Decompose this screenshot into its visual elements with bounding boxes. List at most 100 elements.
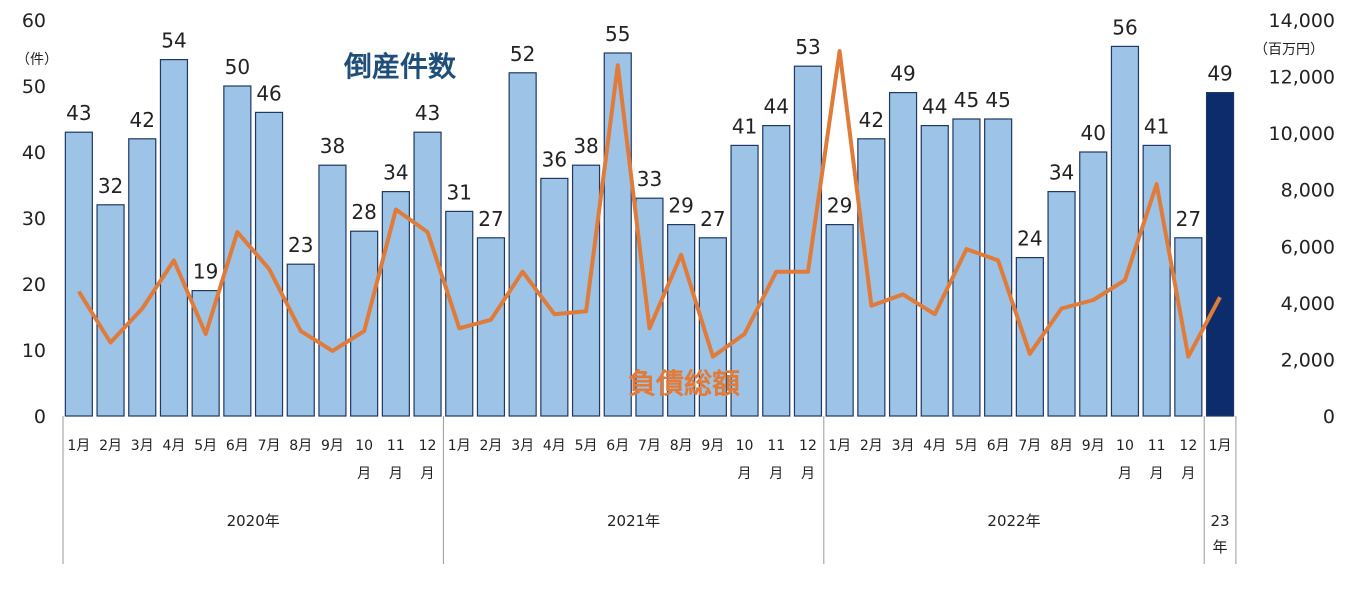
- category-tick-label: 1月: [448, 438, 471, 454]
- bar: [254, 111, 284, 417]
- right-axis-tick-label: 14,000: [1269, 10, 1335, 32]
- bar: [413, 131, 442, 417]
- bar-data-label: 33: [637, 167, 662, 191]
- right-axis-tick-label: 6,000: [1281, 236, 1335, 258]
- category-tick-label: 2月: [99, 438, 122, 454]
- bar: [64, 131, 93, 417]
- category-tick-label: 9月: [701, 438, 724, 454]
- category-tick-label: 5月: [955, 438, 978, 454]
- category-tick-label: 5月: [575, 438, 598, 454]
- category-tick-label: 6月: [987, 438, 1010, 454]
- category-tick-label: 10: [1116, 438, 1134, 454]
- category-tick-label: 1月: [1209, 438, 1232, 454]
- line-series-debt: [77, 49, 1222, 359]
- category-tick-label: 8月: [1050, 438, 1073, 454]
- bar: [1205, 91, 1235, 417]
- category-tick-label: 4月: [543, 438, 566, 454]
- bar-data-label: 43: [66, 101, 91, 125]
- bar-data-labels: 4332425419504623382834433127523638553329…: [66, 15, 1233, 283]
- category-tick-label: 6月: [606, 438, 629, 454]
- bar: [128, 138, 157, 417]
- bar: [888, 91, 918, 417]
- bar: [540, 177, 569, 417]
- bar: [445, 210, 474, 417]
- bar-data-label: 45: [985, 88, 1010, 112]
- category-tick-label: 月: [769, 466, 783, 482]
- bar-data-label: 38: [320, 134, 345, 158]
- category-tick-label: 12: [1179, 438, 1197, 454]
- category-tick-label: 9月: [321, 438, 344, 454]
- category-tick-label: 12: [799, 438, 817, 454]
- bar-data-label: 24: [1017, 227, 1042, 251]
- bar: [1110, 45, 1140, 417]
- category-tick-label: 11: [387, 438, 405, 454]
- category-tick-label: 8月: [289, 438, 312, 454]
- bar: [793, 65, 823, 417]
- bar: [1047, 191, 1076, 417]
- category-tick-label: 12: [419, 438, 437, 454]
- year-label: 2021年: [607, 512, 660, 530]
- bar-data-label: 45: [954, 88, 979, 112]
- category-tick-label: 11: [1148, 438, 1166, 454]
- bar: [286, 263, 315, 417]
- bar-series-label: 倒産件数: [343, 50, 457, 83]
- left-axis: 0 10 20 30 40 50 60: [22, 10, 46, 428]
- bar-data-label: 54: [161, 29, 186, 53]
- year-label: 年: [1213, 538, 1228, 556]
- bar-series: [64, 45, 1235, 417]
- bar: [603, 52, 632, 417]
- category-tick-label: 10: [355, 438, 373, 454]
- bar: [476, 237, 506, 417]
- category-tick-label: 月: [1150, 466, 1164, 482]
- bar: [1174, 237, 1203, 417]
- bar-data-label: 40: [1081, 121, 1106, 145]
- category-tick-label: 1月: [67, 438, 90, 454]
- bar-data-label: 50: [225, 55, 250, 79]
- bar: [159, 58, 189, 417]
- bar-data-label: 31: [447, 180, 472, 204]
- bar-data-label: 49: [1207, 62, 1232, 86]
- bar: [984, 118, 1013, 417]
- bar: [318, 164, 347, 417]
- left-axis-tick-label: 40: [22, 142, 46, 164]
- right-axis-tick-label: 12,000: [1269, 67, 1335, 89]
- bar-data-label: 41: [1144, 114, 1169, 138]
- bar-data-label: 28: [351, 200, 376, 224]
- bar-data-label: 52: [510, 42, 535, 66]
- category-tick-label: 1月: [828, 438, 851, 454]
- bar: [825, 224, 854, 417]
- bar-data-label: 27: [478, 207, 503, 231]
- bar-data-label: 29: [668, 194, 693, 218]
- right-axis-tick-label: 8,000: [1281, 180, 1335, 202]
- category-tick-label: 3月: [892, 438, 915, 454]
- bar-data-label: 29: [827, 194, 852, 218]
- year-label: 2022年: [987, 512, 1040, 530]
- left-axis-tick-label: 60: [22, 10, 46, 32]
- category-tick-label: 月: [738, 466, 752, 482]
- right-axis-tick-label: 0: [1323, 406, 1335, 428]
- bar: [223, 85, 252, 417]
- bar: [857, 138, 886, 417]
- category-axis: 1月 2月 3月 4月 5月 6月 7月 8月 9月 10 月 11 月 12 月 1月 2月 3月 4月 5月 6月 7…: [62, 416, 1237, 564]
- right-axis-tick-label: 4,000: [1281, 293, 1335, 315]
- category-tick-label: 7月: [638, 438, 661, 454]
- category-tick-label: 7月: [258, 438, 281, 454]
- bar-data-label: 36: [542, 147, 567, 171]
- category-tick-label: 5月: [194, 438, 217, 454]
- bar: [381, 191, 410, 417]
- left-axis-tick-label: 30: [22, 208, 46, 230]
- left-axis-tick-label: 0: [34, 406, 46, 428]
- category-tick-label: 4月: [162, 438, 185, 454]
- year-label: 23: [1211, 512, 1230, 530]
- bar-data-label: 34: [383, 161, 408, 185]
- left-axis-tick-label: 50: [22, 76, 46, 98]
- bar: [667, 224, 696, 417]
- bar-data-label: 38: [573, 134, 598, 158]
- line-series-label: 負債総額: [628, 367, 740, 400]
- bar-data-label: 44: [922, 95, 947, 119]
- category-tick-label: 3月: [511, 438, 534, 454]
- category-tick-label: 8月: [670, 438, 693, 454]
- bar-data-label: 32: [98, 174, 123, 198]
- category-tick-label: 2月: [479, 438, 502, 454]
